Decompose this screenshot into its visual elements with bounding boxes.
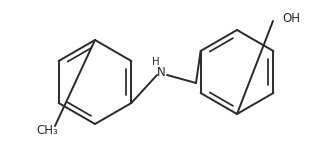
Text: OH: OH <box>282 11 300 24</box>
Text: H: H <box>152 57 160 67</box>
Text: N: N <box>157 65 166 78</box>
Text: CH₃: CH₃ <box>36 123 58 136</box>
